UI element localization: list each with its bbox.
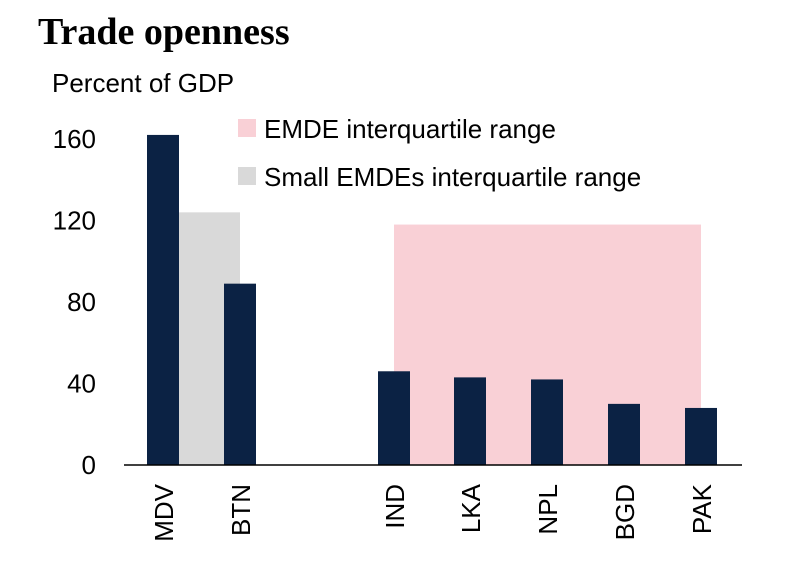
y-tick-label: 160 — [53, 124, 96, 154]
chart-title: Trade openness — [38, 11, 290, 53]
bar-lka — [454, 377, 486, 465]
bar-pak — [685, 407, 717, 465]
y-tick-label: 40 — [67, 369, 96, 399]
bar-btn — [224, 283, 256, 465]
x-tick-label-bgd: BGD — [610, 484, 640, 540]
x-tick-label-ind: IND — [380, 484, 410, 529]
y-tick-labels: 0 40 80 120 160 — [53, 124, 96, 480]
y-tick-label: 80 — [67, 287, 96, 317]
x-tick-label-npl: NPL — [533, 484, 563, 535]
legend-label-small-emdes: Small EMDEs interquartile range — [264, 162, 641, 192]
y-tick-label: 120 — [53, 206, 96, 236]
x-tick-label-mdv: MDV — [149, 483, 179, 541]
y-tick-label: 0 — [82, 450, 96, 480]
legend-swatch-small-emdes — [238, 167, 256, 185]
bar-bgd — [608, 403, 640, 465]
x-tick-label-lka: LKA — [456, 483, 486, 533]
legend-label-emde: EMDE interquartile range — [264, 114, 556, 144]
legend: EMDE interquartile range Small EMDEs inte… — [238, 114, 641, 192]
bar-npl — [531, 379, 563, 465]
y-axis-label: Percent of GDP — [52, 68, 234, 98]
legend-swatch-emde — [238, 119, 256, 137]
x-tick-label-btn: BTN — [226, 484, 256, 536]
bar-mdv — [147, 134, 179, 466]
x-tick-label-pak: PAK — [687, 483, 717, 534]
x-tick-labels: MDV BTN IND LKA NPL BGD PAK — [149, 483, 717, 541]
bar-layer — [147, 134, 717, 466]
bar-ind — [378, 371, 410, 465]
